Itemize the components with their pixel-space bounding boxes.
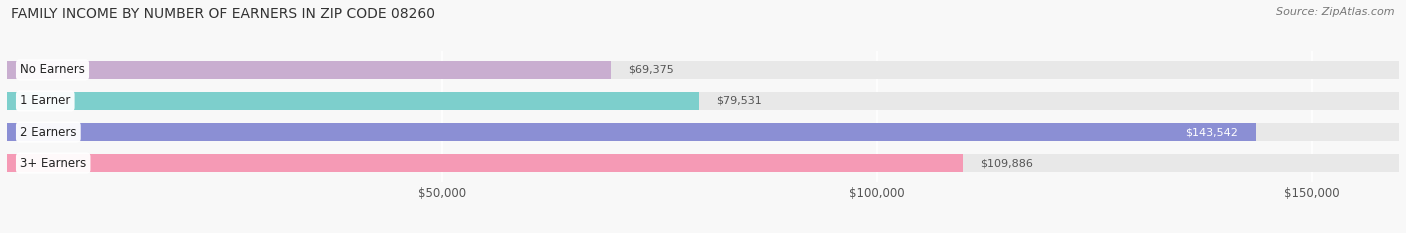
Text: $79,531: $79,531	[716, 96, 762, 106]
Text: $69,375: $69,375	[628, 65, 673, 75]
Bar	[7, 154, 963, 172]
Text: 2 Earners: 2 Earners	[20, 126, 76, 139]
Text: 3+ Earners: 3+ Earners	[20, 157, 86, 170]
Text: $143,542: $143,542	[1185, 127, 1239, 137]
Bar	[7, 123, 1256, 141]
Text: $109,886: $109,886	[980, 158, 1033, 168]
Bar	[7, 92, 699, 110]
Bar	[7, 92, 1399, 110]
Text: FAMILY INCOME BY NUMBER OF EARNERS IN ZIP CODE 08260: FAMILY INCOME BY NUMBER OF EARNERS IN ZI…	[11, 7, 436, 21]
Bar	[7, 123, 1399, 141]
Bar	[7, 61, 1399, 79]
Text: No Earners: No Earners	[20, 63, 84, 76]
Bar	[7, 154, 1399, 172]
Text: Source: ZipAtlas.com: Source: ZipAtlas.com	[1277, 7, 1395, 17]
Text: 1 Earner: 1 Earner	[20, 94, 70, 107]
Bar	[7, 61, 610, 79]
